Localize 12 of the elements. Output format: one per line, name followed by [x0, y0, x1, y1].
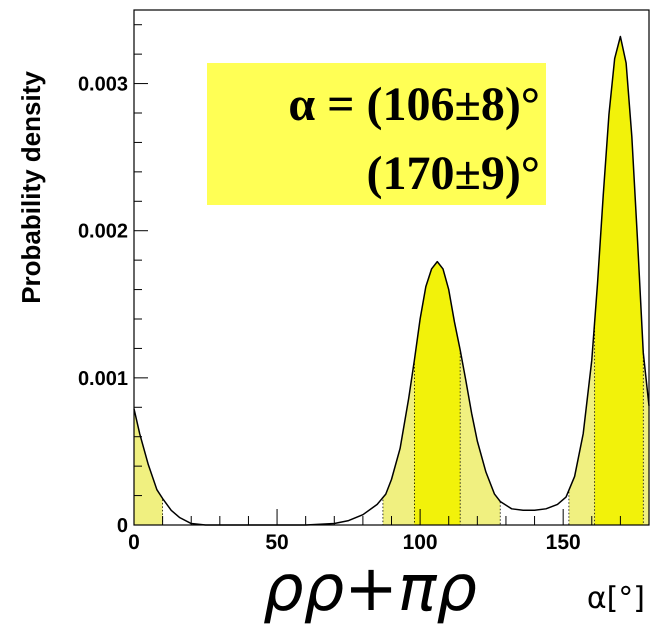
y-tick-label: 0.002 — [78, 220, 128, 243]
y-tick-label: 0.001 — [78, 368, 128, 390]
x-axis-title: α[°] — [586, 581, 645, 616]
y-tick-label: 0.003 — [78, 74, 128, 96]
x-tick-label: 150 — [546, 531, 581, 554]
y-axis-title: Probability density — [16, 70, 46, 304]
annotation: (170±9)° — [366, 147, 540, 200]
x-tick-label: 100 — [402, 531, 438, 554]
annotation: α = (106±8)° — [288, 78, 540, 131]
y-tick-label: 0 — [116, 515, 128, 537]
x-tick-label: 50 — [265, 531, 289, 554]
text: ρρ+πρ — [262, 552, 478, 626]
